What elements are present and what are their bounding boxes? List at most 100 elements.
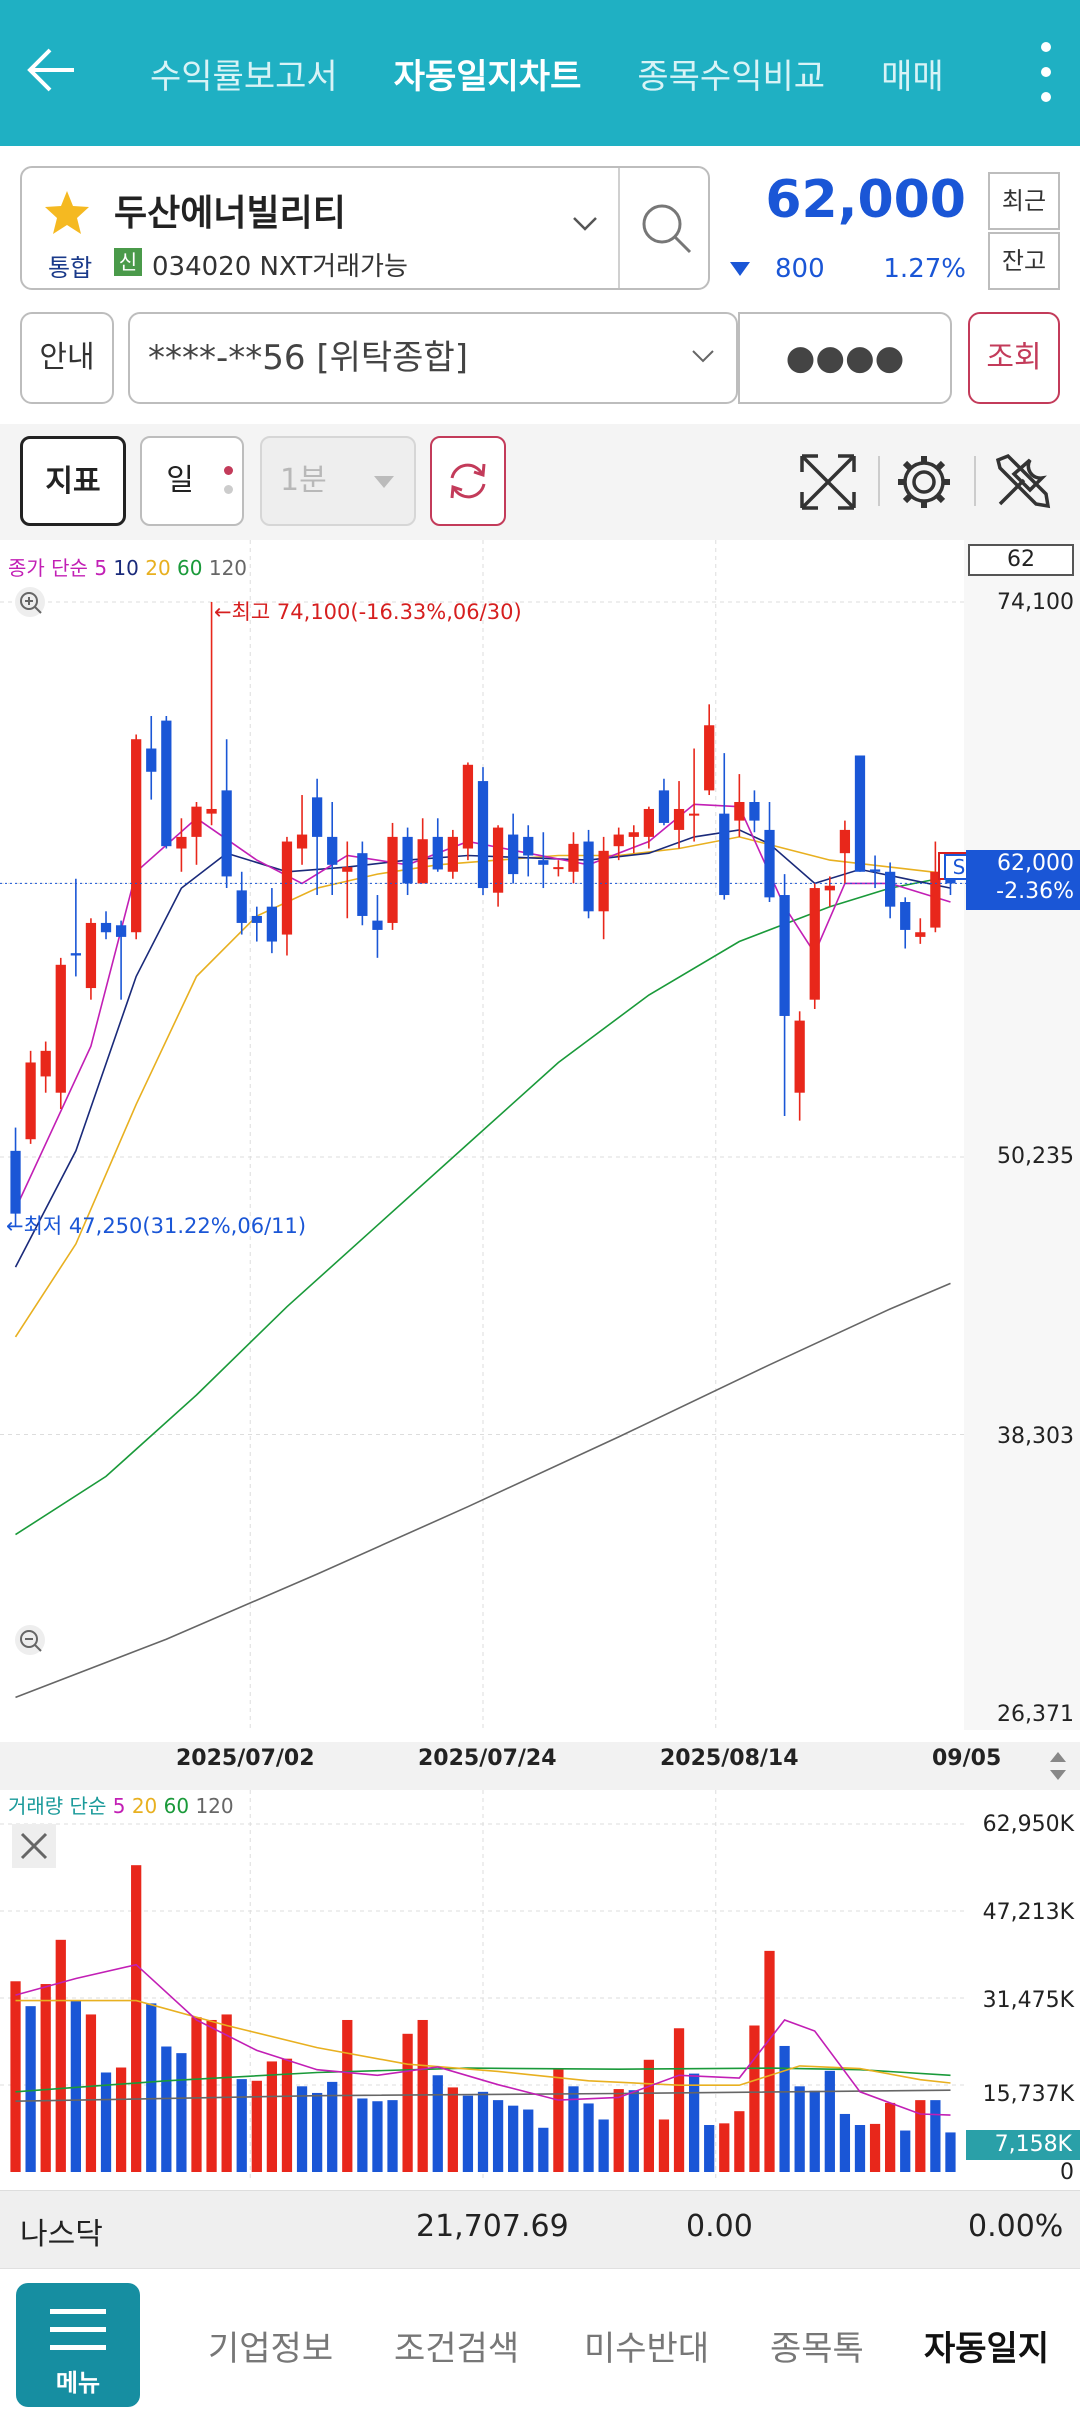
volume-bar <box>628 2090 639 2172</box>
close-icon[interactable] <box>12 1824 56 1868</box>
volume-bar <box>402 2033 413 2172</box>
volume-bar <box>764 1950 775 2172</box>
chart-area[interactable]: 종가 단순 5 10 20 60 120 62 74,100 50,235 38… <box>0 540 1080 2190</box>
period-button[interactable]: 일 <box>140 436 244 526</box>
tab-return-report[interactable]: 수익률보고서 <box>150 56 338 97</box>
more-menu-icon[interactable] <box>1038 42 1054 104</box>
indicator-button[interactable]: 지표 <box>20 436 126 526</box>
zoom-out-icon[interactable] <box>14 1624 48 1658</box>
tab-trade[interactable]: 매매 <box>881 56 944 97</box>
nav-unpaid-opposite[interactable]: 미수반대 <box>584 2329 710 2369</box>
vol-ma5-line <box>15 1963 951 2116</box>
stock-selector[interactable]: 두산에너빌리티 통합 신 034020 NXT거래가능 <box>20 166 710 290</box>
chart-svg[interactable] <box>0 540 1080 2190</box>
low-note: 최저 47,250(31.22%,06/11) <box>23 1214 307 1238</box>
nav-condition-search[interactable]: 조건검색 <box>394 2329 520 2369</box>
settings-gear-icon[interactable] <box>892 450 956 514</box>
candle-body <box>658 790 670 823</box>
candle-body <box>236 890 247 923</box>
volume-bar <box>10 1981 21 2172</box>
volume-bar <box>447 2087 458 2172</box>
index-ticker[interactable]: 나스닥 21,707.69 0.00 0.00% <box>0 2190 1080 2268</box>
query-button[interactable]: 조회 <box>968 312 1060 404</box>
current-price: 62,000 <box>765 170 966 230</box>
candle-body <box>764 829 775 898</box>
volume-bar <box>779 2045 790 2172</box>
candle-body <box>613 834 624 847</box>
volume-bar <box>372 2101 383 2172</box>
candle-body <box>869 869 881 872</box>
candle-body <box>100 922 112 933</box>
volume-bar <box>477 2091 489 2172</box>
volume-bar <box>930 2100 941 2172</box>
volume-bar <box>206 2019 217 2172</box>
nav-stock-talk[interactable]: 종목톡 <box>770 2329 864 2369</box>
volume-bar <box>719 2123 730 2172</box>
vol-y-label: 15,737K <box>982 2082 1074 2107</box>
candle-body <box>221 790 232 877</box>
fullscreen-icon[interactable] <box>796 450 860 514</box>
candle-count-box[interactable]: 62 <box>968 544 1074 576</box>
volume-bar <box>583 2103 594 2172</box>
price-legend[interactable]: 종가 단순 5 10 20 60 120 <box>8 552 247 581</box>
recent-button[interactable]: 최근 <box>988 172 1060 230</box>
candle-body <box>146 748 157 772</box>
volume-bar <box>25 2006 36 2172</box>
star-icon[interactable] <box>42 188 92 238</box>
y-label: 74,100 <box>997 590 1074 615</box>
menu-button[interactable]: 메뉴 <box>16 2283 140 2407</box>
resize-arrows-icon[interactable] <box>1046 1750 1070 1782</box>
candle-body <box>115 925 127 937</box>
candle-body <box>417 839 428 884</box>
volume-bar <box>945 2132 956 2172</box>
volume-bar <box>146 2003 157 2172</box>
top-bar: 수익률보고서 자동일지차트 종목수익비교 매매 <box>0 0 1080 146</box>
volume-bar <box>658 2119 670 2172</box>
candle-body <box>266 906 278 942</box>
vol-y-label: 62,950K <box>982 1812 1074 1837</box>
info-button[interactable]: 안내 <box>20 312 114 404</box>
volume-bar <box>885 2102 896 2172</box>
zoom-in-icon[interactable] <box>14 586 48 620</box>
tab-stock-return-compare[interactable]: 종목수익비교 <box>637 56 826 97</box>
candle-body <box>628 832 639 837</box>
nav-company-info[interactable]: 기업정보 <box>208 2329 334 2369</box>
nav-auto-journal[interactable]: 자동일지 <box>924 2329 1050 2369</box>
candle-body <box>553 867 564 870</box>
password-field[interactable]: ●●●● <box>738 312 952 404</box>
account-number: ****-**56 [위탁종합] <box>148 338 468 378</box>
account-select[interactable]: ****-**56 [위탁종합] <box>128 312 738 404</box>
legend-prefix: 종가 단순 <box>8 556 88 580</box>
legend-ma120: 120 <box>208 556 248 580</box>
legend-ma10: 10 <box>113 556 139 580</box>
volume-bar <box>312 2092 323 2172</box>
date-label: 2025/07/02 <box>176 1746 315 1771</box>
candle-body <box>885 871 896 907</box>
volume-bar <box>492 2100 504 2172</box>
candle-body <box>508 834 519 875</box>
candle-body <box>900 902 911 930</box>
volume-bar <box>553 2068 564 2172</box>
refresh-button[interactable] <box>430 436 506 526</box>
candle-body <box>462 764 474 849</box>
volume-bar <box>613 2089 624 2172</box>
chevron-down-icon[interactable] <box>570 214 600 234</box>
search-button[interactable] <box>618 168 710 288</box>
volume-bar <box>734 2111 745 2172</box>
volume-bar <box>55 1939 66 2172</box>
tools-icon[interactable] <box>990 450 1054 514</box>
high-annotation: ←최고 74,100(-16.33%,06/30) <box>214 600 522 624</box>
candle-body <box>70 953 81 956</box>
balance-button[interactable]: 잔고 <box>988 232 1060 290</box>
tab-auto-journal-chart[interactable]: 자동일지차트 <box>393 56 582 97</box>
candle-body <box>191 806 202 837</box>
toolbar-divider <box>974 456 976 506</box>
candle-body <box>55 964 66 1093</box>
volume-legend[interactable]: 거래량 단순 5 20 60 120 <box>8 1790 234 1819</box>
back-arrow-icon[interactable] <box>22 40 82 100</box>
vol-legend-ma5: 5 <box>112 1794 126 1818</box>
index-percent: 0.00% <box>968 2209 1064 2244</box>
volume-bar <box>432 2075 443 2172</box>
ma60-line <box>15 875 951 1536</box>
volume-bar <box>161 2046 172 2172</box>
